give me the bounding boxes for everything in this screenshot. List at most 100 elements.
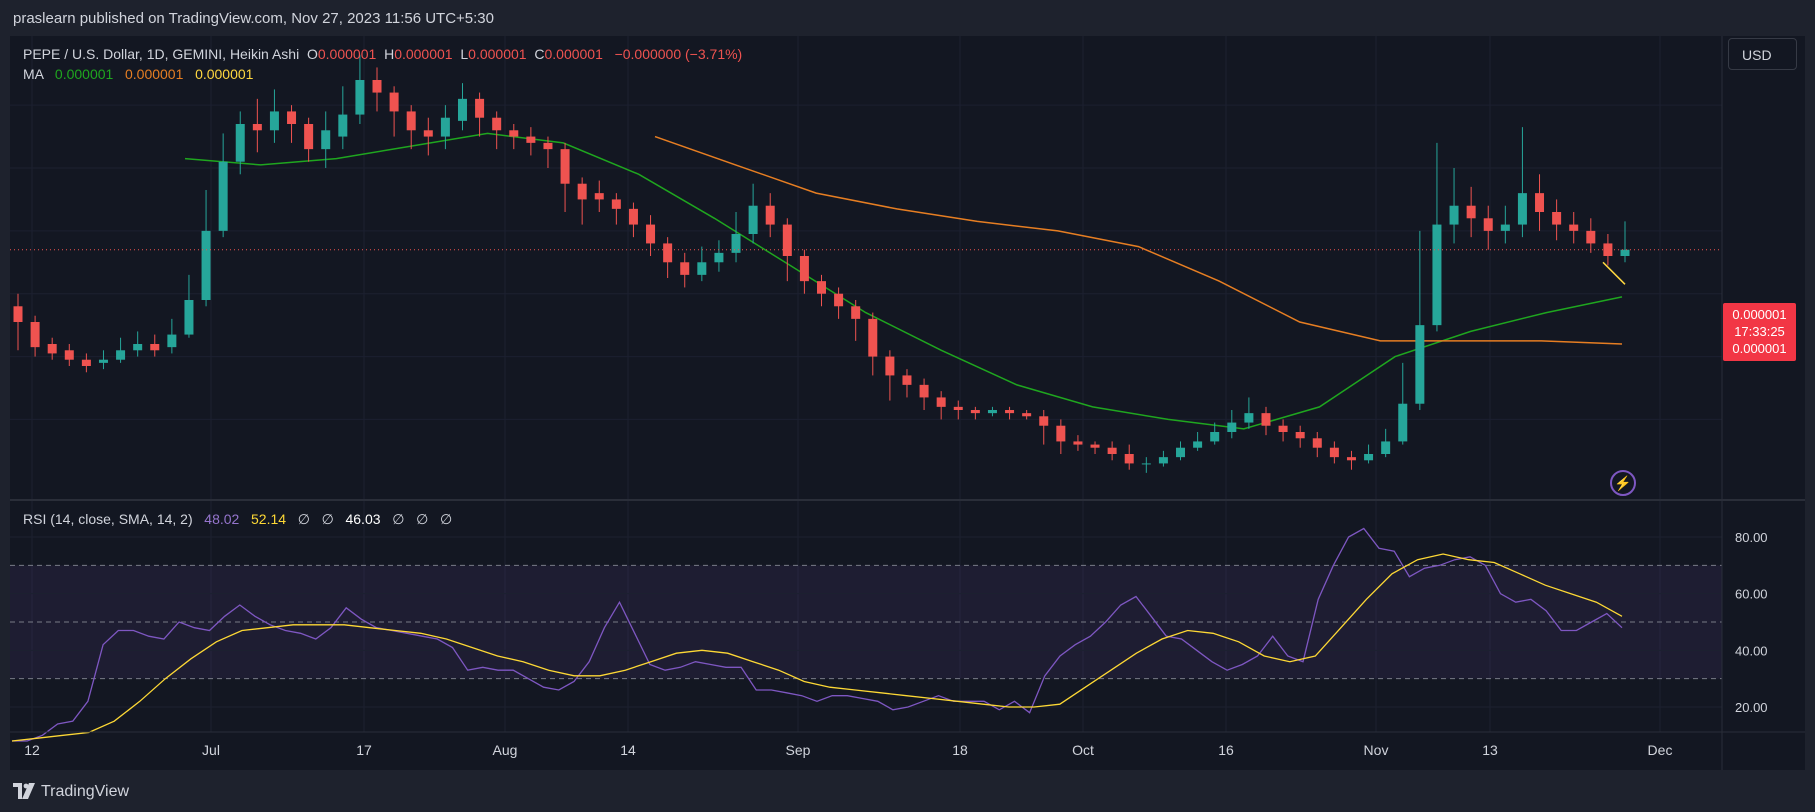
candle-body <box>799 256 809 282</box>
tradingview-logo-icon[interactable] <box>13 783 37 799</box>
candle <box>1090 441 1100 454</box>
candle-body <box>543 142 553 150</box>
rsi-y-tick-label: 60.00 <box>1735 587 1768 602</box>
candle-body <box>936 397 946 407</box>
candle-body <box>663 243 673 263</box>
candle-body <box>201 230 211 300</box>
candle-body <box>509 130 519 137</box>
candle-body <box>1415 325 1425 404</box>
candle <box>919 378 929 410</box>
candle-body <box>1107 447 1117 454</box>
chart-area[interactable] <box>10 36 1805 770</box>
candle <box>953 400 963 420</box>
rsi-sma-line <box>11 553 1623 742</box>
candle <box>765 193 775 238</box>
candle-body <box>1244 413 1254 423</box>
candle-body <box>1278 425 1288 432</box>
x-tick-label: 17 <box>356 742 372 758</box>
candle <box>406 105 416 150</box>
candle-body <box>1364 454 1374 461</box>
candle <box>817 274 826 307</box>
candle-body <box>1124 454 1134 464</box>
rsi-na-5: ∅ <box>439 511 453 527</box>
candle-body <box>406 111 416 131</box>
x-tick-label: Nov <box>1364 742 1389 758</box>
footer: TradingView <box>0 770 1815 812</box>
ma-lines <box>184 132 1626 430</box>
candle-body <box>440 117 450 137</box>
candle <box>167 318 177 354</box>
candle-body <box>355 80 365 115</box>
candle <box>1552 199 1562 241</box>
candle-body <box>1193 441 1203 448</box>
candle <box>1398 362 1408 445</box>
candle-body <box>765 205 775 225</box>
candle <box>475 92 485 137</box>
candle-body <box>1056 425 1066 442</box>
footer-brand[interactable]: TradingView <box>41 783 130 800</box>
candle-body <box>851 306 861 319</box>
candle-body <box>304 124 314 150</box>
candle-body <box>885 356 895 376</box>
candle <box>1535 174 1545 231</box>
candle <box>577 177 587 225</box>
candle <box>868 312 878 376</box>
candle-body <box>321 130 331 150</box>
candle-body <box>919 384 929 398</box>
candle-body <box>817 281 826 294</box>
candle <box>1124 444 1134 470</box>
candle-body <box>611 199 621 209</box>
candle <box>748 183 758 244</box>
candle-body <box>1073 441 1083 445</box>
rsi-bands <box>10 536 1722 708</box>
currency-button[interactable]: USD <box>1728 38 1797 70</box>
candle <box>1569 212 1579 244</box>
candle <box>1517 127 1527 238</box>
candle <box>1056 419 1066 454</box>
candle-body <box>167 334 177 348</box>
candle <box>663 237 673 278</box>
candle-body <box>1586 230 1596 244</box>
rsi-y-tick-label: 80.00 <box>1735 530 1768 545</box>
ma-value-yellow: 0.000001 <box>195 66 254 82</box>
x-tick-label: 16 <box>1218 742 1234 758</box>
candle <box>1312 432 1322 458</box>
candle-body <box>81 359 91 366</box>
rsi-div-value: 46.03 <box>345 511 381 527</box>
candle <box>1193 432 1203 451</box>
x-tick-label: Dec <box>1648 742 1673 758</box>
candle-body <box>748 205 758 234</box>
publish-header: praslearn published on TradingView.com, … <box>0 0 1815 36</box>
current-price-label: 0.000001 17:33:25 0.000001 <box>1723 303 1796 361</box>
candle-body <box>423 130 433 137</box>
candle-body <box>560 149 570 184</box>
candle-body <box>47 344 57 354</box>
rsi-legend: RSI (14, close, SMA, 14, 2) 48.02 52.14 … <box>23 511 452 528</box>
candle <box>1005 406 1015 420</box>
ma-legend: MA 0.000001 0.000001 0.000001 <box>23 66 253 82</box>
candle-body <box>1398 403 1408 442</box>
candle <box>1381 428 1391 458</box>
candle-body <box>1176 447 1186 458</box>
candle <box>1329 441 1339 464</box>
candle <box>457 83 467 131</box>
open-value: 0.000001 <box>317 46 377 62</box>
candle <box>1466 186 1476 238</box>
candle <box>1073 435 1083 451</box>
candle <box>269 89 279 143</box>
candle-body <box>953 406 963 410</box>
lightning-icon[interactable]: ⚡ <box>1610 470 1636 496</box>
ma-value-green: 0.000001 <box>54 66 114 82</box>
candle <box>1620 221 1630 263</box>
candle-body <box>98 359 108 363</box>
candle <box>1176 441 1186 461</box>
candle-body <box>1329 447 1339 458</box>
candle-body <box>1261 413 1271 426</box>
candle-body <box>1603 243 1613 256</box>
candle <box>799 249 809 294</box>
candle <box>440 105 450 150</box>
candle <box>714 240 724 272</box>
candle-body <box>116 350 126 360</box>
open-label: O <box>306 46 318 62</box>
